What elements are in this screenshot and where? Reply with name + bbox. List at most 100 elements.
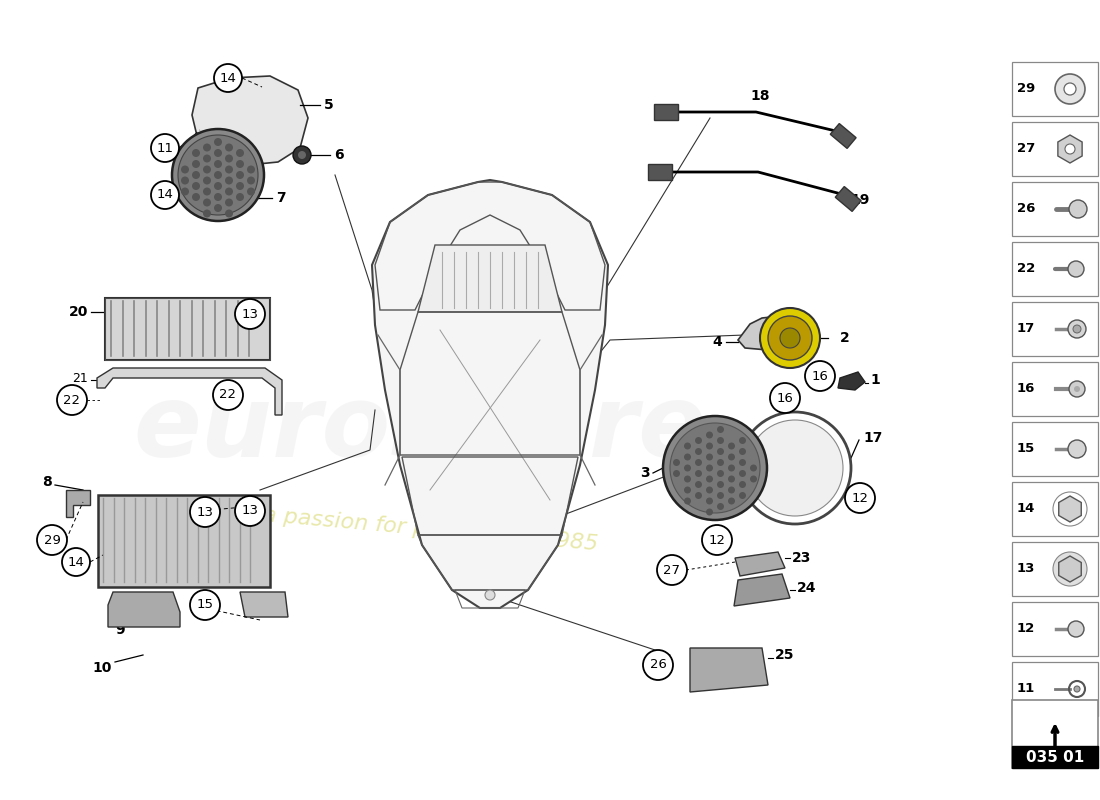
Circle shape bbox=[214, 160, 222, 168]
Circle shape bbox=[717, 448, 724, 455]
Circle shape bbox=[151, 181, 179, 209]
Circle shape bbox=[204, 143, 211, 151]
Circle shape bbox=[706, 498, 713, 505]
Text: 11: 11 bbox=[1016, 682, 1035, 695]
Text: 10: 10 bbox=[92, 661, 112, 675]
Polygon shape bbox=[838, 372, 865, 390]
Circle shape bbox=[805, 361, 835, 391]
Text: 8: 8 bbox=[42, 475, 52, 489]
Text: 14: 14 bbox=[67, 555, 85, 569]
Circle shape bbox=[706, 475, 713, 482]
Circle shape bbox=[204, 198, 211, 206]
Polygon shape bbox=[1058, 556, 1081, 582]
Circle shape bbox=[178, 135, 258, 215]
Circle shape bbox=[739, 437, 746, 444]
Polygon shape bbox=[192, 76, 308, 165]
Polygon shape bbox=[738, 316, 785, 350]
Polygon shape bbox=[735, 552, 785, 576]
Circle shape bbox=[728, 498, 735, 505]
Circle shape bbox=[717, 437, 724, 444]
Circle shape bbox=[248, 166, 255, 174]
Bar bbox=[1012, 542, 1098, 596]
Circle shape bbox=[204, 166, 211, 174]
Text: 3: 3 bbox=[640, 466, 650, 480]
Circle shape bbox=[192, 171, 200, 179]
Circle shape bbox=[695, 459, 702, 466]
Circle shape bbox=[485, 590, 495, 600]
Circle shape bbox=[214, 204, 222, 212]
Circle shape bbox=[1068, 440, 1086, 458]
Text: 2: 2 bbox=[840, 331, 849, 345]
Circle shape bbox=[62, 548, 90, 576]
Circle shape bbox=[1069, 200, 1087, 218]
Circle shape bbox=[204, 210, 211, 218]
Circle shape bbox=[702, 525, 732, 555]
Circle shape bbox=[57, 385, 87, 415]
Circle shape bbox=[780, 328, 800, 348]
Text: 16: 16 bbox=[812, 370, 828, 382]
Circle shape bbox=[1074, 686, 1080, 692]
Circle shape bbox=[248, 177, 255, 185]
Text: 16: 16 bbox=[1016, 382, 1035, 395]
Bar bbox=[1012, 482, 1098, 536]
Circle shape bbox=[190, 590, 220, 620]
Text: 25: 25 bbox=[776, 648, 794, 662]
Text: 22: 22 bbox=[64, 394, 80, 406]
Polygon shape bbox=[97, 368, 282, 415]
Circle shape bbox=[670, 423, 760, 513]
Circle shape bbox=[673, 459, 680, 466]
Circle shape bbox=[706, 431, 713, 438]
Bar bbox=[1012, 662, 1098, 716]
Polygon shape bbox=[66, 490, 90, 517]
Circle shape bbox=[750, 465, 757, 471]
Circle shape bbox=[190, 497, 220, 527]
Text: eurospare: eurospare bbox=[133, 382, 706, 478]
Circle shape bbox=[717, 481, 724, 488]
Circle shape bbox=[770, 383, 800, 413]
Circle shape bbox=[226, 166, 233, 174]
Polygon shape bbox=[734, 574, 790, 606]
Polygon shape bbox=[372, 180, 608, 608]
Text: 22: 22 bbox=[220, 389, 236, 402]
Bar bbox=[1012, 602, 1098, 656]
Polygon shape bbox=[690, 648, 768, 692]
Circle shape bbox=[684, 454, 691, 461]
Text: 27: 27 bbox=[663, 563, 681, 577]
Circle shape bbox=[684, 475, 691, 482]
Text: 24: 24 bbox=[798, 581, 816, 595]
Circle shape bbox=[226, 177, 233, 185]
Circle shape bbox=[717, 459, 724, 466]
Circle shape bbox=[768, 316, 812, 360]
Text: 18: 18 bbox=[750, 89, 770, 103]
Text: 1: 1 bbox=[870, 373, 880, 387]
Text: 14: 14 bbox=[220, 71, 236, 85]
Circle shape bbox=[706, 442, 713, 450]
Polygon shape bbox=[240, 592, 288, 617]
Circle shape bbox=[695, 492, 702, 499]
Bar bbox=[98, 495, 270, 587]
Text: 17: 17 bbox=[1016, 322, 1035, 335]
Text: 26: 26 bbox=[1016, 202, 1035, 215]
Circle shape bbox=[684, 465, 691, 471]
Text: 12: 12 bbox=[1016, 622, 1035, 635]
Bar bbox=[1012, 182, 1098, 236]
Bar bbox=[1012, 62, 1098, 116]
Bar bbox=[104, 298, 270, 360]
Text: a passion for parts since 1985: a passion for parts since 1985 bbox=[262, 506, 598, 554]
Circle shape bbox=[663, 416, 767, 520]
Text: 21: 21 bbox=[73, 371, 88, 385]
Text: 13: 13 bbox=[242, 307, 258, 321]
Circle shape bbox=[236, 182, 244, 190]
Bar bbox=[1012, 700, 1098, 768]
Circle shape bbox=[728, 465, 735, 471]
Circle shape bbox=[695, 470, 702, 477]
Bar bbox=[1012, 242, 1098, 296]
Circle shape bbox=[226, 143, 233, 151]
Bar bbox=[830, 123, 856, 149]
Circle shape bbox=[37, 525, 67, 555]
Circle shape bbox=[214, 193, 222, 201]
Circle shape bbox=[673, 470, 680, 477]
Text: 27: 27 bbox=[1016, 142, 1035, 155]
Bar bbox=[1012, 422, 1098, 476]
Circle shape bbox=[1072, 325, 1081, 333]
